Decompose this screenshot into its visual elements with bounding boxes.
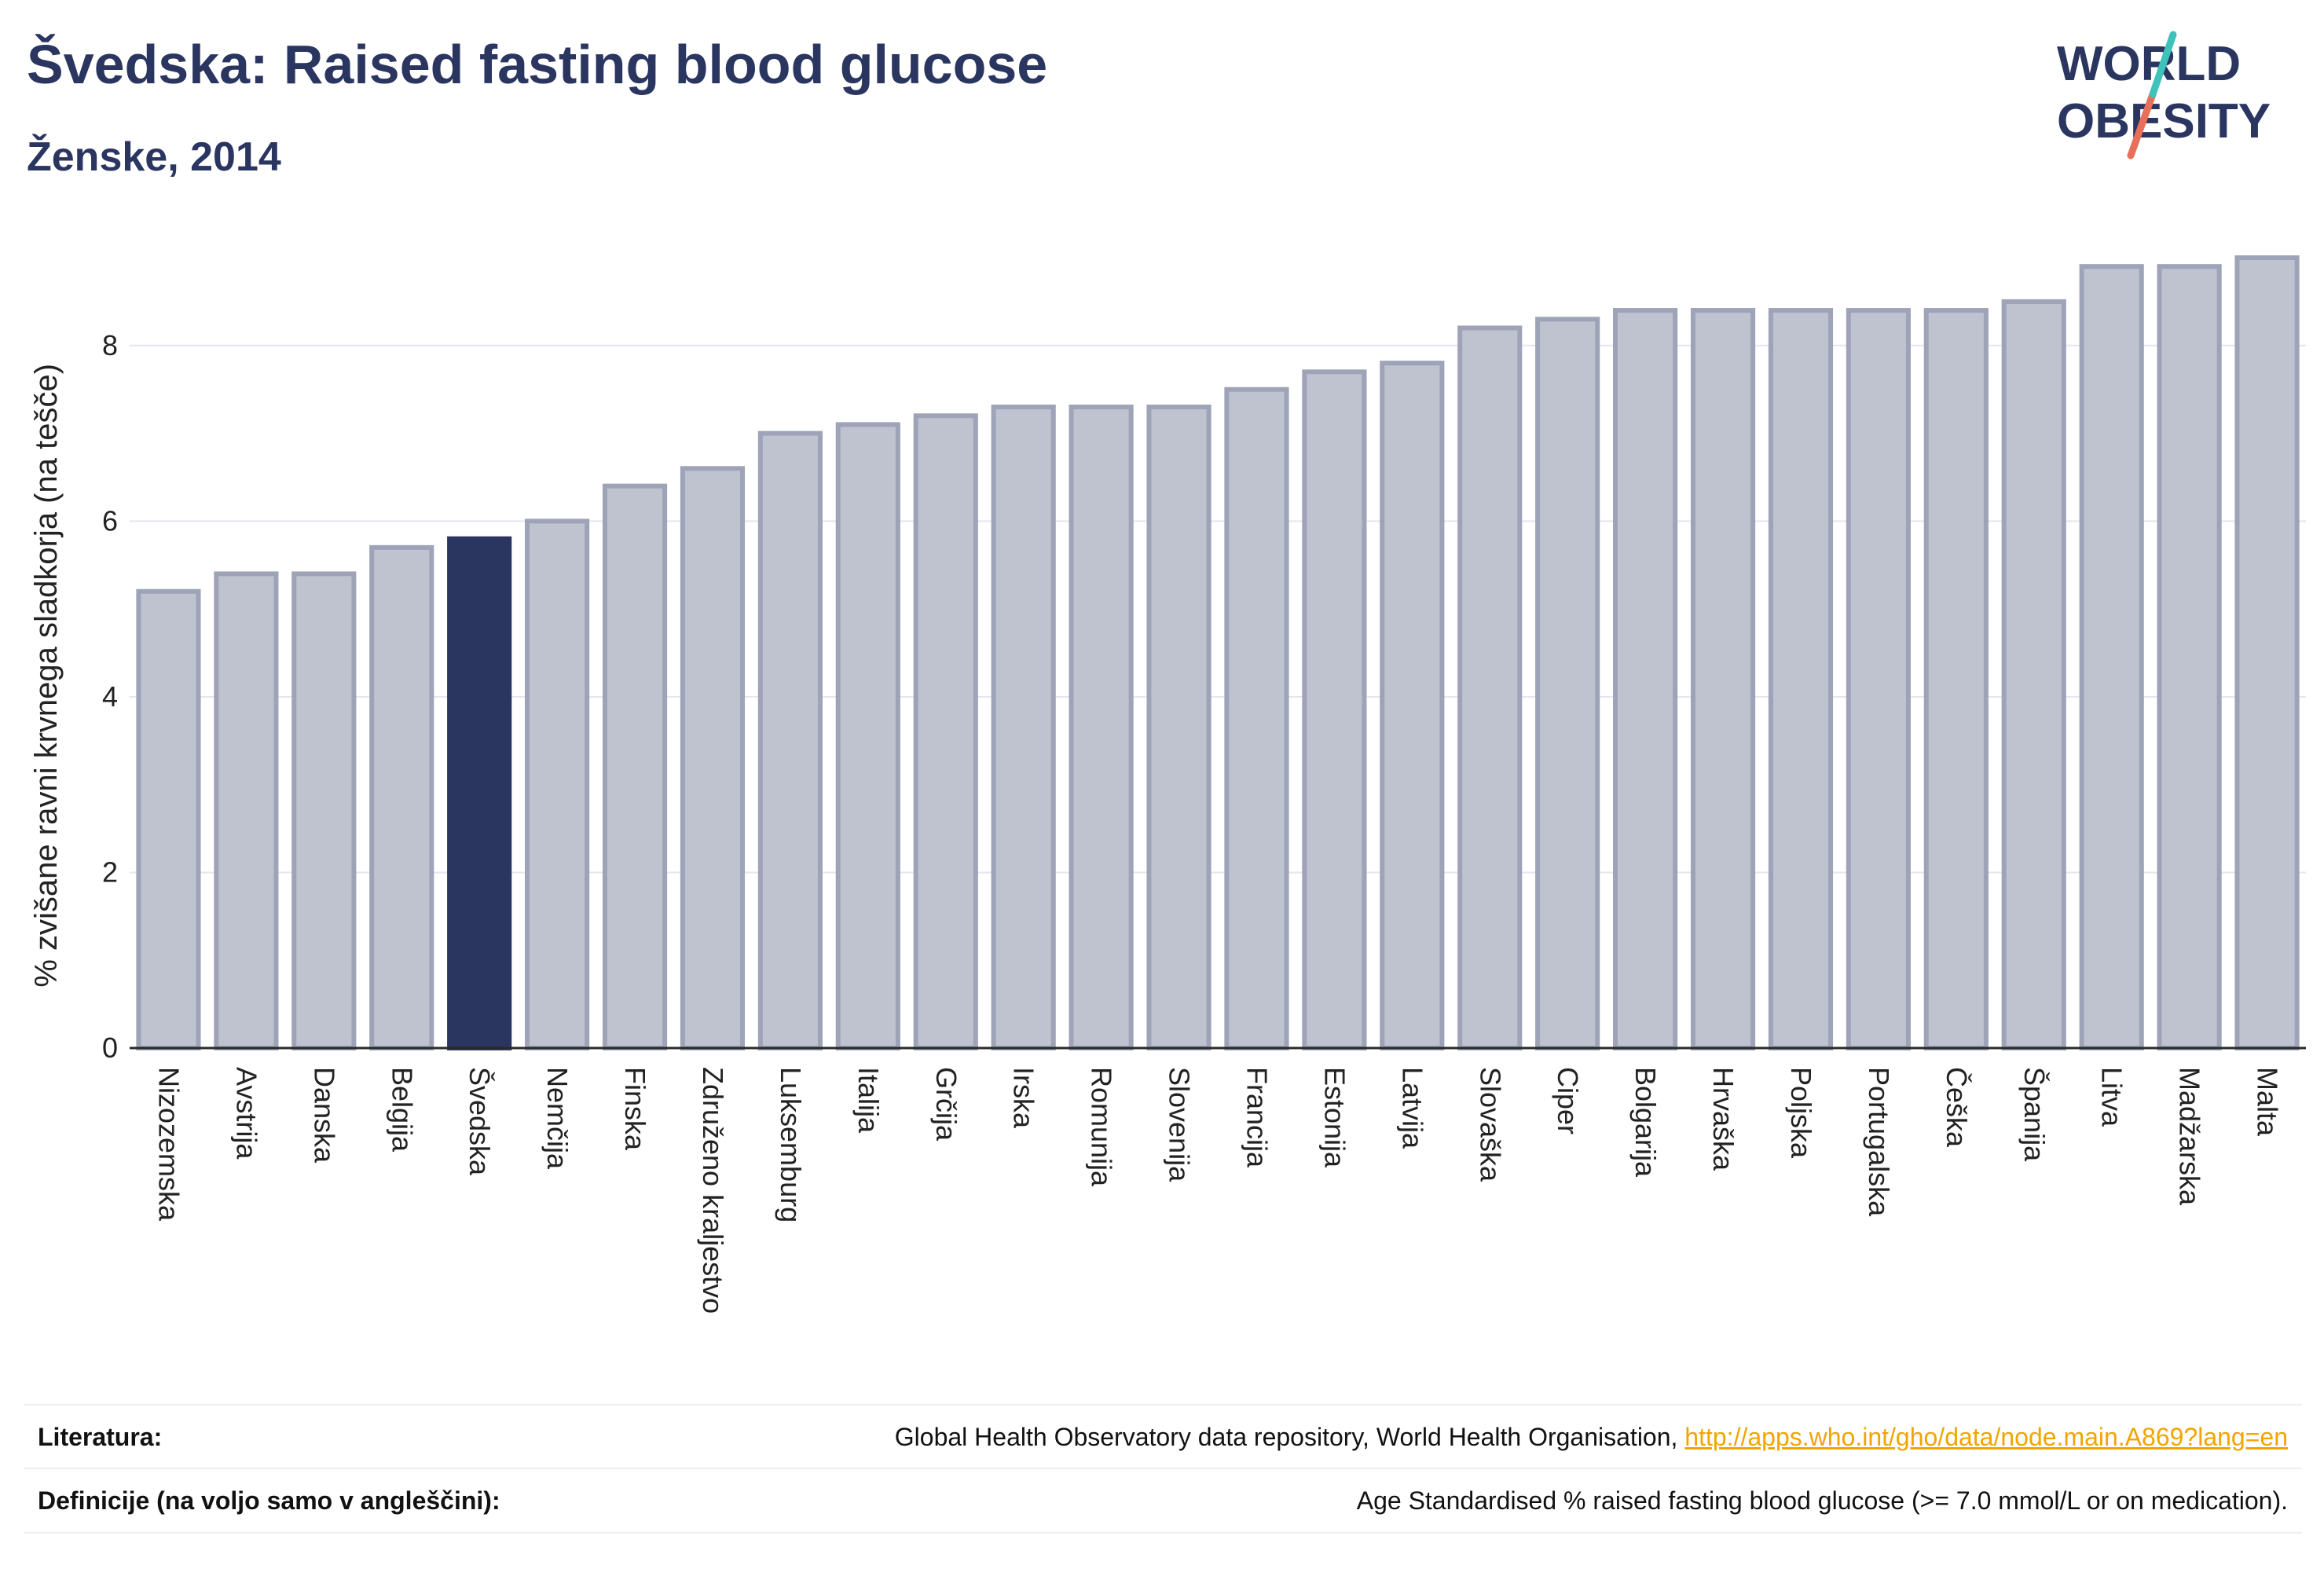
bar-luksemburg [757,431,823,1050]
x-tick-label: Nemčija [541,1067,574,1170]
y-tick-label: 8 [102,329,118,361]
bar-slovaška [1457,325,1523,1050]
bar-ciper [1535,317,1600,1050]
logo-slash-coral [2127,90,2157,159]
x-tick-label: Španija [2018,1067,2051,1162]
x-tick-label: Litva [2096,1067,2128,1127]
bar-estonija [1302,369,1367,1050]
x-tick-label: Irska [1008,1067,1040,1129]
bar-avstrija [214,571,279,1050]
x-tick-label: Češka [1941,1067,1973,1148]
x-tick-label: Slovenija [1164,1067,1196,1182]
x-tick-label: Italija [852,1067,885,1134]
bar-litva [2079,264,2144,1050]
x-tick-label: Belgija [386,1067,418,1153]
bar-španija [2001,299,2066,1050]
bar-nemčija [525,519,590,1050]
x-tick-label: Avstrija [230,1067,262,1160]
x-tick-label: Ciper [1552,1067,1584,1134]
bar-združeno-kraljestvo [680,466,746,1050]
bar-chart: 0 2 4 6 8 % zvišane ravni krvnega sladkorja (… [29,255,2306,1314]
bar-švedska [447,536,512,1050]
x-tick-label: Francija [1241,1067,1273,1168]
y-tick-label: 0 [102,1032,118,1064]
literature-value: Global Health Observatory data repositor… [895,1423,2288,1452]
x-tick-label: Luksemburg [775,1067,807,1222]
x-tick-label: Finska [619,1067,651,1151]
literature-label: Literatura: [38,1423,163,1451]
x-tick-label: Švedska [464,1067,496,1176]
footer-definitions-row: Definicije (na voljo samo v angleščini):… [24,1468,2302,1532]
bar-belgija [369,544,434,1050]
chart-title: Švedska: Raised fasting blood glucose [27,34,1048,95]
bar-hrvaška [1690,308,1756,1051]
x-tick-label: Slovaška [1474,1067,1506,1182]
definitions-value: Age Standardised % raised fasting blood … [1356,1486,2288,1515]
x-tick-label: Bolgarija [1629,1067,1662,1178]
bar-grčija [913,413,978,1050]
bar-portugalska [1846,308,1911,1051]
definitions-label: Definicije (na voljo samo v angleščini): [38,1486,500,1515]
bar-nizozemska [136,588,201,1050]
x-tick-label: Združeno kraljestvo [697,1067,729,1314]
bar-madžarska [2157,264,2222,1050]
y-tick-label: 4 [102,680,118,713]
bar-italija [835,422,900,1050]
x-tick-label: Malta [2252,1067,2284,1137]
bar-bolgarija [1613,308,1678,1051]
logo-slash-teal [2149,31,2177,98]
world-obesity-logo: WORLD OBESITY [2057,31,2271,159]
bar-francija [1224,387,1289,1050]
y-axis-label: % zvišane ravni krvnega sladkorja (na te… [29,364,64,988]
x-tick-label: Hrvaška [1707,1067,1739,1171]
bar-irska [991,405,1056,1050]
y-tick-label: 6 [102,504,118,537]
bar-latvija [1380,361,1445,1050]
logo-word-2: OBESITY [2057,94,2271,148]
bar-češka [1923,308,1989,1051]
x-tick-label: Madžarska [2174,1067,2206,1206]
y-tick-label: 2 [102,856,118,888]
footer-literature-row: Literatura: Global Health Observatory da… [24,1404,2302,1468]
footer-divider [24,1532,2302,1534]
x-tick-label: Poljska [1785,1067,1817,1159]
bar-finska [602,483,668,1050]
bar-danska [291,571,357,1050]
chart-subtitle: Ženske, 2014 [27,134,281,180]
x-tick-label: Romunija [1086,1067,1118,1187]
literature-link[interactable]: http://apps.who.int/gho/data/node.main.A… [1684,1423,2288,1451]
bar-slovenija [1146,405,1211,1050]
x-tick-label: Estonija [1318,1067,1351,1168]
bar-romunija [1069,405,1134,1050]
bar-malta [2234,255,2300,1050]
literature-text: Global Health Observatory data repositor… [894,1423,1685,1451]
x-tick-label: Grčija [930,1067,962,1142]
x-tick-label: Danska [308,1067,340,1164]
logo-word-1: WORLD [2057,37,2241,91]
x-tick-label: Nizozemska [152,1067,185,1222]
x-tick-label: Latvija [1396,1067,1428,1149]
x-tick-label: Portugalska [1863,1067,1895,1217]
bar-poljska [1768,308,1834,1051]
